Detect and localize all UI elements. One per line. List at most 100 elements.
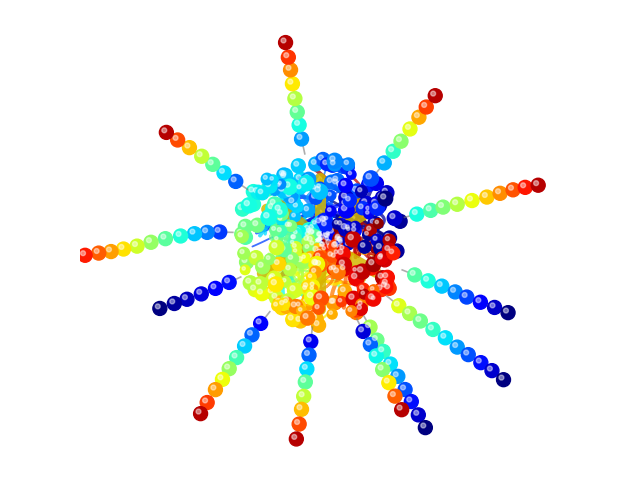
Circle shape bbox=[339, 203, 354, 218]
Circle shape bbox=[377, 245, 381, 250]
Circle shape bbox=[326, 191, 336, 200]
Circle shape bbox=[386, 144, 400, 158]
Circle shape bbox=[363, 229, 374, 240]
Circle shape bbox=[301, 178, 307, 184]
Circle shape bbox=[315, 305, 319, 309]
Circle shape bbox=[307, 273, 316, 282]
Circle shape bbox=[346, 225, 349, 228]
Circle shape bbox=[291, 302, 296, 307]
Circle shape bbox=[467, 196, 472, 201]
Circle shape bbox=[337, 237, 342, 241]
Circle shape bbox=[266, 182, 271, 187]
Circle shape bbox=[348, 171, 351, 175]
Circle shape bbox=[395, 403, 409, 417]
Circle shape bbox=[321, 239, 325, 243]
Circle shape bbox=[376, 271, 390, 285]
Circle shape bbox=[338, 299, 342, 302]
Circle shape bbox=[305, 234, 319, 248]
Circle shape bbox=[317, 240, 329, 252]
Circle shape bbox=[276, 299, 280, 303]
Circle shape bbox=[383, 234, 396, 246]
Circle shape bbox=[381, 282, 386, 287]
Circle shape bbox=[392, 299, 406, 312]
Circle shape bbox=[294, 120, 300, 125]
Circle shape bbox=[369, 197, 383, 211]
Circle shape bbox=[310, 312, 315, 317]
Circle shape bbox=[312, 193, 316, 198]
Circle shape bbox=[316, 237, 319, 240]
Circle shape bbox=[315, 234, 319, 238]
Circle shape bbox=[314, 241, 319, 247]
Circle shape bbox=[299, 179, 304, 183]
Circle shape bbox=[264, 213, 269, 218]
Circle shape bbox=[483, 192, 487, 197]
Circle shape bbox=[339, 289, 352, 303]
Circle shape bbox=[396, 137, 401, 142]
Circle shape bbox=[309, 256, 324, 272]
Circle shape bbox=[371, 219, 375, 224]
Circle shape bbox=[314, 232, 325, 244]
Circle shape bbox=[330, 177, 344, 191]
Circle shape bbox=[297, 405, 302, 409]
Circle shape bbox=[310, 229, 314, 233]
Circle shape bbox=[307, 236, 312, 241]
Circle shape bbox=[419, 420, 433, 434]
Circle shape bbox=[306, 227, 320, 241]
Circle shape bbox=[349, 225, 361, 237]
Circle shape bbox=[340, 160, 354, 174]
Circle shape bbox=[266, 273, 280, 287]
Circle shape bbox=[372, 179, 377, 184]
Circle shape bbox=[314, 235, 319, 240]
Circle shape bbox=[323, 235, 333, 245]
Circle shape bbox=[421, 423, 426, 428]
Circle shape bbox=[194, 407, 207, 420]
Circle shape bbox=[338, 221, 342, 225]
Circle shape bbox=[359, 291, 364, 296]
Circle shape bbox=[261, 182, 275, 196]
Circle shape bbox=[302, 204, 315, 217]
Circle shape bbox=[266, 256, 270, 259]
Circle shape bbox=[376, 362, 390, 376]
Circle shape bbox=[509, 185, 513, 190]
Circle shape bbox=[388, 389, 402, 403]
Circle shape bbox=[356, 324, 370, 338]
Circle shape bbox=[282, 297, 292, 308]
Circle shape bbox=[353, 186, 357, 192]
Circle shape bbox=[250, 218, 264, 232]
Circle shape bbox=[431, 91, 436, 96]
Circle shape bbox=[106, 247, 111, 252]
Circle shape bbox=[283, 220, 295, 232]
Circle shape bbox=[330, 298, 335, 303]
Circle shape bbox=[314, 233, 324, 244]
Circle shape bbox=[240, 250, 244, 253]
Circle shape bbox=[291, 105, 304, 119]
Circle shape bbox=[203, 398, 207, 403]
Circle shape bbox=[366, 340, 371, 345]
Circle shape bbox=[277, 228, 281, 231]
Circle shape bbox=[288, 79, 292, 84]
Circle shape bbox=[355, 264, 370, 279]
Circle shape bbox=[81, 251, 86, 256]
Circle shape bbox=[383, 273, 388, 277]
Circle shape bbox=[337, 244, 342, 249]
Circle shape bbox=[282, 179, 297, 194]
Circle shape bbox=[488, 300, 502, 314]
Circle shape bbox=[356, 288, 371, 302]
Circle shape bbox=[311, 219, 321, 229]
Circle shape bbox=[170, 299, 175, 304]
Circle shape bbox=[334, 220, 338, 224]
Circle shape bbox=[286, 65, 291, 70]
Circle shape bbox=[298, 308, 302, 311]
Circle shape bbox=[372, 199, 387, 213]
Circle shape bbox=[319, 216, 325, 221]
Circle shape bbox=[316, 253, 320, 257]
Circle shape bbox=[264, 254, 275, 264]
Circle shape bbox=[237, 339, 252, 353]
Circle shape bbox=[329, 299, 334, 303]
Circle shape bbox=[369, 294, 380, 304]
Circle shape bbox=[292, 213, 295, 217]
Circle shape bbox=[339, 260, 344, 265]
Circle shape bbox=[279, 170, 284, 175]
Circle shape bbox=[329, 263, 341, 276]
Circle shape bbox=[285, 178, 299, 192]
